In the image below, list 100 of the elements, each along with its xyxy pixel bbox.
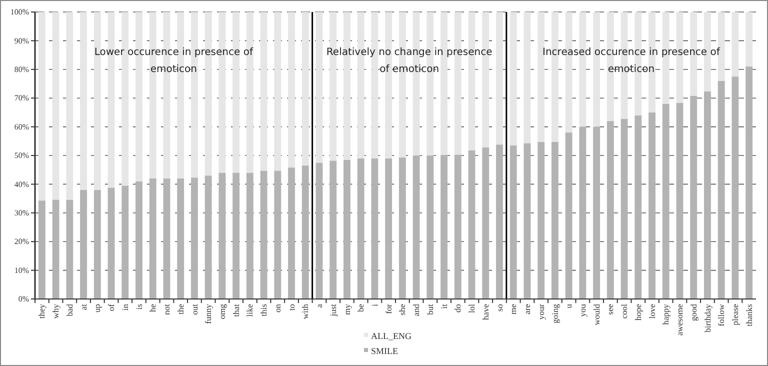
bar: [330, 160, 337, 299]
y-tick-label: 80%: [14, 65, 30, 74]
y-tick-label: 0%: [18, 294, 30, 304]
x-tick-label: in: [120, 303, 130, 311]
bar: [52, 200, 60, 299]
x-tick-label: please: [730, 304, 740, 326]
x-tick-label: a: [314, 304, 324, 308]
bar: [274, 170, 282, 299]
x-tick-label: good: [688, 303, 698, 321]
x-tick-label: going: [550, 303, 560, 324]
x-tick-label: your: [536, 304, 546, 320]
x-tick-label: are: [522, 304, 532, 314]
y-tick-label: 20%: [14, 237, 30, 246]
x-tick-label: cool: [619, 303, 630, 319]
bar: [412, 156, 420, 299]
annotation: Relatively no change in presence of emoticon: [326, 47, 492, 76]
x-tick-label: up: [92, 304, 102, 312]
x-tick-label: she: [397, 304, 408, 316]
bar: [357, 158, 364, 299]
x-tick-label: follow: [716, 303, 726, 326]
x-tick-label: this: [258, 304, 269, 316]
bar: [177, 178, 184, 299]
bar: [662, 104, 670, 299]
x-tick-label: be: [356, 304, 366, 312]
y-tick-label: 30%: [14, 208, 30, 218]
bar: [302, 12, 309, 166]
x-tick-label: he: [148, 304, 158, 312]
bar: [136, 181, 142, 299]
bar: [538, 142, 545, 299]
bar: [510, 145, 517, 299]
x-tick-label: hope: [632, 304, 643, 321]
bar: [80, 12, 87, 190]
bar: [80, 190, 87, 299]
x-tick-label: like: [244, 304, 255, 317]
bar: [482, 147, 490, 299]
bar: [94, 190, 101, 299]
bar: [344, 160, 350, 299]
bar: [149, 178, 156, 299]
bar: [218, 172, 226, 299]
bar: [316, 162, 323, 299]
x-tick-label: why: [50, 303, 61, 319]
x-tick-label: it: [438, 303, 449, 309]
x-tick-label: out: [189, 303, 200, 315]
bar: [732, 12, 739, 77]
bar: [302, 166, 309, 299]
y-tick-label: 100%: [10, 8, 30, 17]
bar: [496, 144, 503, 299]
bar: [260, 170, 268, 299]
x-tick-label: awesome: [674, 304, 685, 336]
y-tick-label: 90%: [14, 36, 30, 46]
bar: [732, 76, 739, 299]
bar: [746, 12, 753, 67]
bar: [260, 12, 268, 171]
bar: [496, 12, 503, 145]
bar: [52, 12, 60, 200]
x-tick-label: that: [230, 303, 241, 317]
bar: [190, 178, 198, 299]
x-tick-label: you: [577, 303, 588, 317]
x-tick-label: me: [508, 304, 518, 314]
x-tick-label: have: [480, 304, 490, 320]
x-tick-label: bad: [64, 303, 74, 316]
bar: [122, 186, 129, 299]
x-tick-label: the: [175, 304, 186, 314]
bar: [690, 96, 698, 299]
y-tick-label: 40%: [14, 180, 30, 189]
bar: [66, 12, 74, 200]
bar: [38, 12, 46, 201]
bar: [524, 12, 531, 144]
bar: [704, 92, 711, 299]
x-tick-label: thanks: [744, 304, 754, 326]
x-tick-label: omg: [216, 303, 227, 320]
x-tick-label: to: [286, 304, 296, 311]
bar: [288, 168, 295, 299]
x-tick-label: they: [36, 303, 47, 319]
bar: [440, 154, 448, 299]
bar: [606, 121, 614, 299]
x-tick-label: love: [646, 304, 657, 319]
bar: [66, 200, 74, 299]
bar: [510, 12, 517, 146]
bar: [38, 200, 46, 299]
bar: [634, 115, 642, 299]
x-tick-label: on: [272, 303, 282, 312]
x-tick-label: at: [78, 303, 88, 310]
bar: [718, 80, 725, 299]
y-tick-label: 10%: [14, 266, 30, 275]
y-tick-label: 70%: [14, 94, 30, 103]
legend-label: ALL_ENG: [371, 330, 412, 341]
x-tick-label: and: [411, 303, 422, 316]
x-tick-label: lol: [466, 303, 477, 313]
bar: [565, 132, 572, 299]
x-tick-label: funny: [203, 303, 214, 324]
legend-label: SMILE: [371, 346, 398, 356]
annotation: Increased occurence in presence of emoticon: [542, 47, 720, 76]
x-tick-label: of: [106, 304, 116, 312]
bar: [108, 188, 115, 299]
y-tick-label: 50%: [14, 151, 30, 160]
bar: [398, 158, 406, 299]
x-tick-label: so: [494, 304, 504, 312]
bar: [524, 143, 531, 299]
y-tick-label: 60%: [14, 122, 30, 132]
